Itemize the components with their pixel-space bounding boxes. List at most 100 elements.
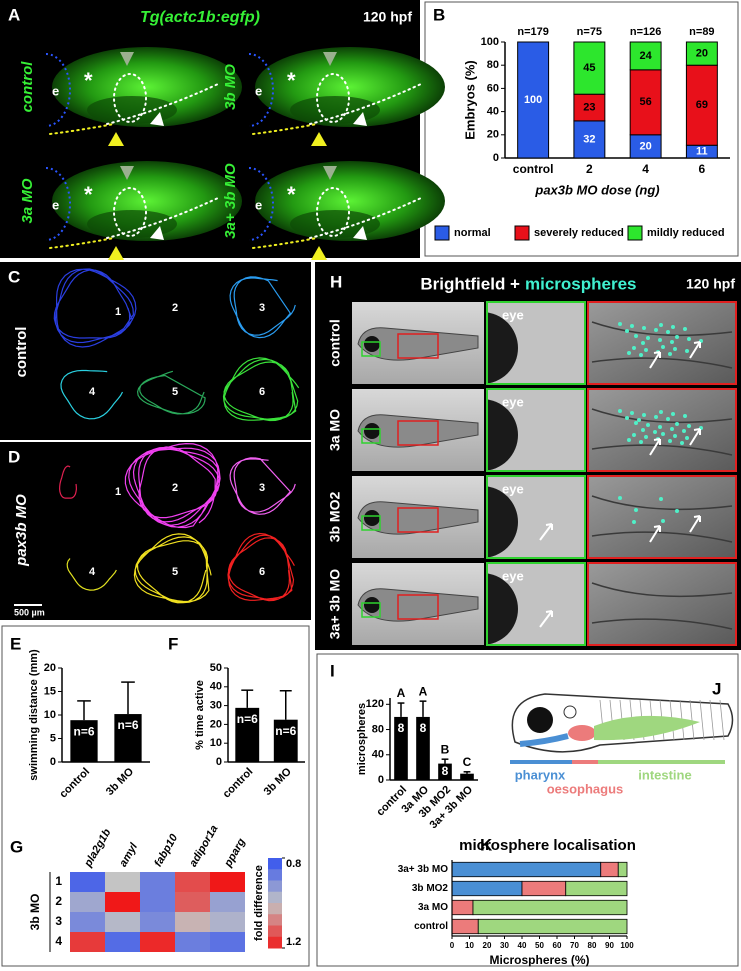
- microsphere: [675, 335, 679, 339]
- gut-outline: [106, 197, 219, 239]
- arrowhead-grey: [323, 52, 337, 66]
- heatmap-cell: [210, 932, 245, 952]
- microsphere: [685, 349, 689, 353]
- data-label: 32: [583, 133, 595, 145]
- y-tick-label: 40: [487, 106, 499, 118]
- eye-roi: [361, 602, 381, 618]
- heatmap-cell: [105, 892, 140, 912]
- colorbar-tick-label: 0.8: [286, 858, 301, 870]
- eye-closeup: [487, 312, 518, 384]
- bar: [70, 720, 98, 762]
- gut-texture: [591, 408, 733, 456]
- group-label: C: [463, 755, 472, 769]
- colorbar-step: [268, 869, 282, 881]
- x-axis-label: Microspheres (%): [489, 953, 589, 967]
- microsphere: [659, 410, 663, 414]
- arrow: [649, 515, 701, 543]
- swim-track: [227, 532, 295, 602]
- microsphere: [673, 347, 677, 351]
- microsphere: [661, 432, 665, 436]
- gut-zoom: [587, 475, 737, 559]
- y-tick-label: 20: [210, 718, 222, 730]
- panel-letter: G: [10, 837, 23, 856]
- gut-zoom: [587, 562, 737, 646]
- yolk-region: [290, 96, 380, 124]
- x-tick-label: 40: [518, 941, 527, 950]
- arrow: [539, 610, 553, 628]
- row-label: control: [327, 319, 343, 366]
- microsphere: [668, 439, 672, 443]
- eye-outline: [248, 53, 274, 127]
- panel-letter: D: [8, 447, 20, 466]
- swim-track: [229, 457, 296, 515]
- eye-closeup: [487, 573, 518, 645]
- heatmap-cell: [140, 872, 175, 892]
- eye-label: eye: [502, 481, 524, 496]
- somite: [689, 699, 695, 741]
- bar-label: n=6: [73, 724, 94, 738]
- eye-marker: e: [52, 83, 59, 98]
- gut-roi: [397, 333, 439, 359]
- microsphere: [618, 409, 622, 413]
- legend-swatch: [514, 225, 530, 241]
- organ-outline: [316, 187, 350, 237]
- bar-segment: [600, 861, 619, 878]
- eye-roi: [361, 428, 381, 444]
- stage-label: 120 hpf: [363, 9, 412, 25]
- y-tick-label: 0: [378, 774, 384, 786]
- y-axis-label: Embryos (%): [462, 60, 477, 139]
- legend-label: severely reduced: [534, 227, 624, 239]
- microsphere: [675, 422, 679, 426]
- panel-letter: C: [8, 267, 20, 286]
- microsphere: [666, 417, 670, 421]
- yolk-region: [87, 210, 177, 238]
- swim-track: [60, 369, 124, 420]
- y-tick-label: 30: [210, 700, 222, 712]
- swim-track: [222, 357, 300, 422]
- track-number: 6: [259, 386, 265, 398]
- colorbar-step: [268, 903, 282, 915]
- group-label: A: [419, 684, 428, 698]
- panel-letter: K: [480, 835, 493, 854]
- data-label: 56: [640, 96, 652, 108]
- row-label: 3b MO: [222, 64, 239, 110]
- microsphere: [687, 424, 691, 428]
- bar: [235, 707, 260, 762]
- y-tick-label: 50: [210, 662, 222, 674]
- gut-texture: [591, 582, 733, 630]
- microsphere: [673, 434, 677, 438]
- x-tick-label: 6: [699, 162, 706, 176]
- y-axis-label: microspheres: [356, 703, 368, 775]
- heatmap-cell: [140, 932, 175, 952]
- microsphere: [641, 428, 645, 432]
- eye-zoom-frame: [486, 475, 586, 559]
- group-label: pax3b MO: [13, 494, 30, 567]
- panel-title: microspheres: [525, 274, 637, 293]
- y-tick-label: 3a MO: [418, 902, 448, 913]
- colorbar-step: [268, 914, 282, 926]
- group-label: B: [441, 742, 450, 756]
- colorbar-step: [268, 891, 282, 904]
- track-number: 4: [89, 566, 96, 578]
- yolk-region: [290, 210, 380, 238]
- eye-marker: e: [255, 83, 262, 98]
- y-tick-label: 10: [44, 709, 56, 721]
- heatmap-cell: [140, 892, 175, 912]
- panel-letter: I: [330, 661, 335, 680]
- panel-title: Tg(actc1b:egfp): [140, 9, 260, 26]
- arrowhead-grey: [323, 166, 337, 180]
- y-tick-label: 0: [216, 756, 222, 768]
- track-number: 4: [89, 386, 96, 398]
- y-tick-label: 80: [372, 723, 384, 735]
- bar-label: n=6: [117, 718, 138, 732]
- x-tick-label: 30: [500, 941, 509, 950]
- gut-roi: [397, 507, 439, 533]
- larva-eye: [364, 510, 380, 526]
- x-tick-label: 10: [465, 941, 474, 950]
- microsphere: [630, 411, 634, 415]
- organ-outline: [113, 187, 147, 237]
- eye-closeup: [487, 486, 518, 558]
- arrow: [649, 341, 701, 369]
- bar-label: 8: [398, 721, 405, 735]
- y-tick-label: 0: [493, 152, 499, 164]
